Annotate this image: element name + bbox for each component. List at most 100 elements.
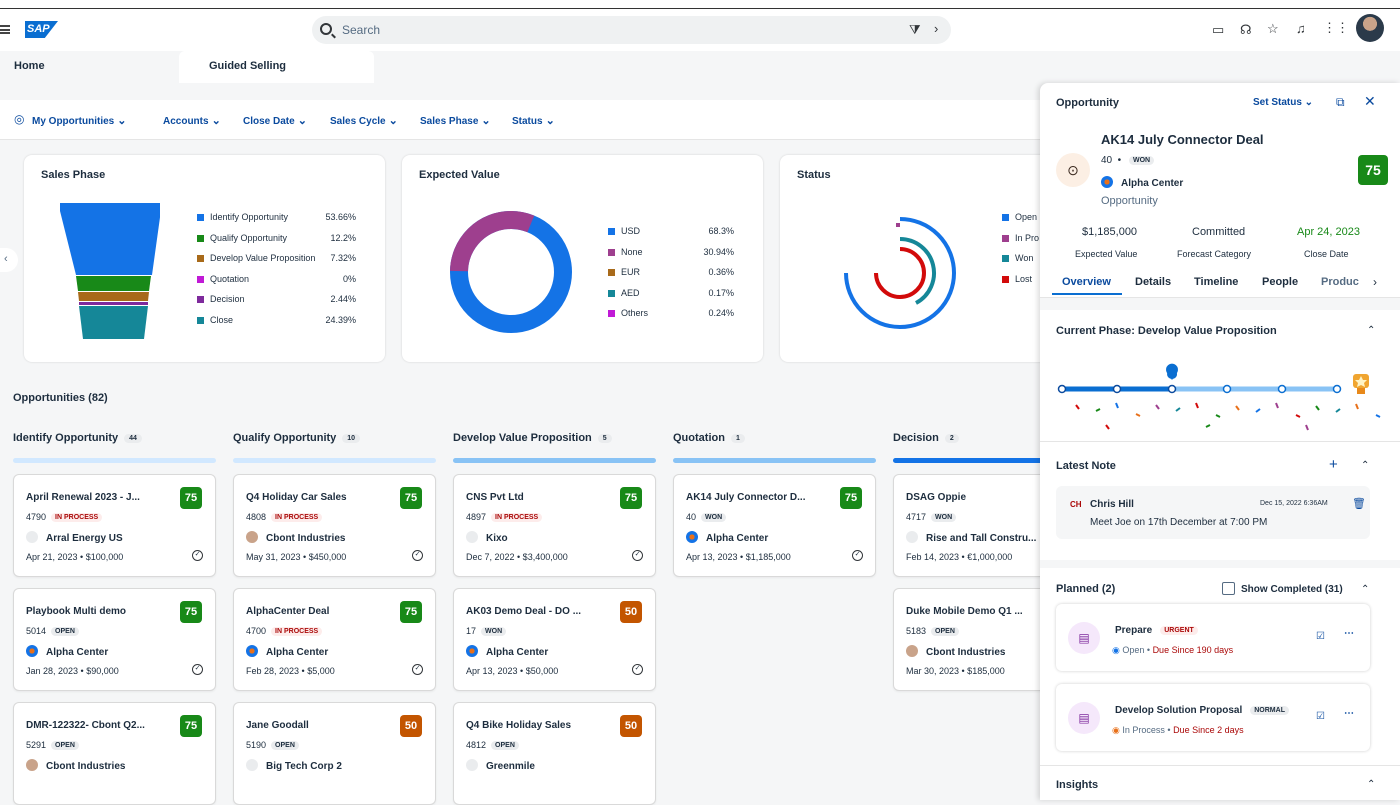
more-options-icon[interactable]: ⋯ [1344,708,1354,719]
add-note-icon[interactable]: + [1329,456,1338,473]
close-icon[interactable]: ✕ [1364,93,1376,109]
check-circle-icon[interactable]: ✓ [852,550,863,561]
star-icon[interactable]: ☆ [1267,21,1279,36]
open-new-window-icon[interactable]: ⧉ [1336,95,1345,109]
legend-item[interactable]: Develop Value Proposition [197,253,315,263]
status-badge: OPEN [51,627,79,636]
card-account[interactable]: Cbont Industries [246,531,345,544]
card-account[interactable]: Rise and Tall Constru... [906,531,1036,544]
expected-value-card[interactable]: Expected Value USD 68.3% None 30.94% EUR 0.36… [402,155,763,362]
show-completed-checkbox[interactable] [1222,582,1235,595]
card-account[interactable]: Arral Energy US [26,531,123,544]
legend-item[interactable]: Quotation [197,274,249,284]
tab-home[interactable]: Home [14,60,45,72]
card-account[interactable]: Kixo [466,531,508,544]
task-prepare[interactable]: ▤ Prepare URGENT ◉ Open • Due Since 190 d… [1056,604,1370,671]
collapse-planned-icon[interactable]: ⌃ [1361,584,1370,595]
legend-item[interactable]: Lost [1002,274,1032,284]
tabs-chevron-right-icon[interactable]: › [1373,275,1377,289]
opportunity-card[interactable]: AlphaCenter Deal 4700 IN PROCESS Alpha Cent… [233,588,436,691]
sales-phase-card[interactable]: Sales Phase Identify Opportunity 53.66% Qu… [24,155,385,362]
check-circle-icon[interactable]: ✓ [632,664,643,675]
complete-task-icon[interactable]: ☑ [1316,631,1325,642]
check-circle-icon[interactable]: ✓ [192,550,203,561]
legend-item[interactable]: Close [197,315,233,325]
opportunity-card[interactable]: AK03 Demo Deal - DO ... 17 WON Alpha Center… [453,588,656,691]
legend-item[interactable]: EUR [608,267,640,277]
opportunity-card[interactable]: Q4 Holiday Car Sales 4808 IN PROCESS Cbont … [233,474,436,577]
check-circle-icon[interactable]: ✓ [632,550,643,561]
collapse-note-icon[interactable]: ⌃ [1361,460,1370,471]
feedback-icon[interactable]: ▭ [1212,22,1225,37]
filter-status[interactable]: Status [512,114,555,127]
opportunity-card[interactable]: April Renewal 2023 - J... 4790 IN PROCESS A… [13,474,216,577]
account-icon [246,645,258,657]
check-circle-icon[interactable]: ✓ [412,664,423,675]
filter-close-date[interactable]: Close Date [243,114,307,127]
legend-item[interactable]: Open [1002,212,1037,222]
card-account[interactable]: Big Tech Corp 2 [246,759,342,772]
legend-item[interactable]: In Pro [1002,233,1039,243]
filter-sales-phase[interactable]: Sales Phase [420,114,491,127]
complete-task-icon[interactable]: ☑ [1316,711,1325,722]
panel-tab-products[interactable]: Produc [1321,276,1359,288]
card-account[interactable]: Alpha Center [686,531,768,544]
card-account[interactable]: Greenmile [466,759,535,772]
menu-icon[interactable] [0,25,10,34]
latest-note[interactable]: CH Chris Hill Dec 15, 2022 6:36AM 🗑 Meet… [1056,486,1370,539]
headset-icon[interactable]: ☊ [1240,22,1252,37]
card-account[interactable]: Cbont Industries [26,759,125,772]
legend-item[interactable]: Won [1002,253,1033,263]
card-account[interactable]: Alpha Center [466,645,548,658]
opportunity-card[interactable]: Jane Goodall 5190 OPEN Big Tech Corp 2 50 [233,702,436,805]
task-develop-solution[interactable]: ▤ Develop Solution Proposal NORMAL ◉ In P… [1056,684,1370,751]
collapse-insights-icon[interactable]: ⌃ [1367,779,1376,790]
legend-item[interactable]: None [608,247,643,257]
panel-tab-details[interactable]: Details [1135,276,1172,288]
legend-item[interactable]: USD [608,226,640,236]
legend-item[interactable]: Identify Opportunity [197,212,288,222]
opportunity-card[interactable]: AK14 July Connector D... 40 WON Alpha Cente… [673,474,876,577]
bell-icon[interactable]: ♫ [1296,21,1306,36]
phase-pin-icon [1166,363,1178,380]
legend-item[interactable]: AED [608,288,640,298]
delete-note-icon[interactable]: 🗑 [1352,498,1366,510]
card-account[interactable]: Alpha Center [246,645,328,658]
opportunity-card[interactable]: Q4 Bike Holiday Sales 4812 OPEN Greenmile 50 [453,702,656,805]
sap-logo[interactable]: SAP [25,21,58,38]
search-field[interactable]: Search ⧩ › [312,16,951,44]
legend-item[interactable]: Qualify Opportunity [197,233,287,243]
card-account[interactable]: Cbont Industries [906,645,1005,658]
opportunity-card[interactable]: CNS Pvt Ltd 4897 IN PROCESS Kixo Dec 7, 2022… [453,474,656,577]
collapse-phase-icon[interactable]: ⌃ [1367,325,1376,336]
panel-tab-overview[interactable]: Overview [1062,276,1111,288]
set-status-button[interactable]: Set Status ⌄ [1253,97,1314,108]
check-circle-icon[interactable]: ✓ [192,664,203,675]
opportunity-card[interactable]: DMR-122322- Cbont Q2... 5291 OPEN Cbont Ind… [13,702,216,805]
column-header: Quotation 1 [673,432,745,444]
panel-tab-people[interactable]: People [1262,276,1299,288]
legend-item[interactable]: Decision [197,294,245,304]
chevron-right-icon[interactable]: › [934,21,939,36]
filter-icon[interactable]: ⧩ [909,22,921,37]
card-account[interactable]: Alpha Center [26,645,108,658]
panel-tab-timeline[interactable]: Timeline [1194,276,1239,288]
priority-badge: URGENT [1160,626,1198,635]
check-circle-icon[interactable]: ✓ [412,550,423,561]
more-options-icon[interactable]: ⋯ [1344,628,1354,639]
opportunity-card[interactable]: Playbook Multi demo 5014 OPEN Alpha Center J… [13,588,216,691]
filter-sales-cycle[interactable]: Sales Cycle [330,114,398,127]
user-avatar[interactable] [1356,14,1384,42]
radial-bar-chart [844,217,956,329]
filter-accounts[interactable]: Accounts [163,114,221,127]
column-count: 10 [342,434,361,443]
carousel-left-arrow[interactable]: ‹ [0,248,18,272]
filter-my-opportunities[interactable]: My Opportunities [32,114,127,127]
grid-icon[interactable]: ⋮⋮ [1323,20,1349,35]
card-id: 5291 [26,740,47,750]
tab-guided-selling[interactable]: Guided Selling [179,51,374,83]
status-card[interactable]: Status Open In Pro Won Lost [780,155,1060,362]
opportunity-account[interactable]: Alpha Center [1101,176,1183,189]
legend-item[interactable]: Others [608,308,648,318]
panel-header: Opportunity [1056,97,1119,109]
